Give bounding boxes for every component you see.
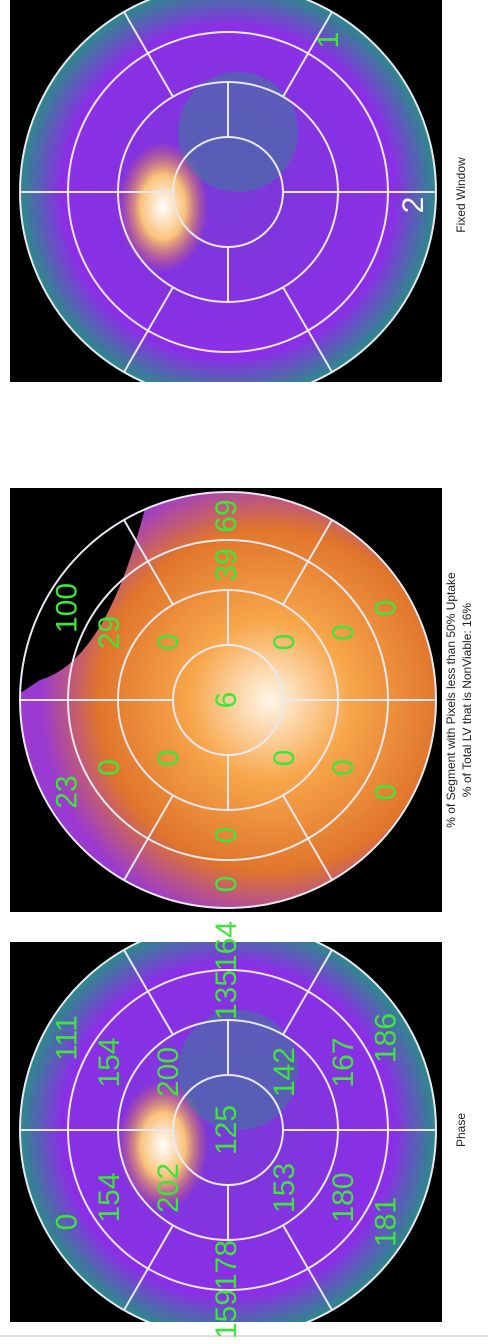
segment-value: 135 [210, 970, 243, 1020]
segment-value: 0 [327, 624, 360, 641]
segment-value: 0 [369, 784, 402, 801]
segment-value: 181 [369, 1197, 402, 1247]
segment-value: 100 [51, 583, 84, 633]
teal-region [178, 1010, 298, 1130]
segment-line [123, 11, 174, 98]
segment-line [123, 286, 174, 373]
perfusion [20, 942, 436, 1322]
segment-line [282, 519, 333, 606]
perfusion [20, 492, 436, 908]
segment-value: 0 [268, 750, 301, 767]
segment-value: 153 [268, 1163, 301, 1213]
teal-region [178, 72, 298, 192]
perfusion [20, 0, 436, 382]
segment-value: 0 [152, 634, 185, 651]
hot-spot [118, 1080, 208, 1210]
map [10, 488, 437, 909]
segment-value: 159 [210, 1289, 243, 1339]
caption: Phase [454, 1113, 468, 1147]
segment-value: 23 [51, 775, 84, 808]
segment-value: 0 [210, 876, 243, 893]
segment-value: 142 [268, 1047, 301, 1097]
segment-line [123, 949, 174, 1036]
segment-value: 0 [268, 634, 301, 651]
segment-value: 0 [210, 827, 243, 844]
segment-value: 0 [93, 759, 126, 776]
segment-line [282, 949, 333, 1036]
polar-map: 12 [10, 0, 442, 382]
map [19, 0, 437, 382]
segment-value: 125 [210, 1105, 243, 1155]
segment-value: 111 [51, 1015, 84, 1061]
caption: % of Total LV that is NonViable: 16% [460, 603, 474, 797]
polar-maps: 0111164186181159154154135167180178202200… [10, 0, 442, 1339]
segment-value: 167 [327, 1037, 360, 1087]
segment-value: 178 [210, 1240, 243, 1290]
segment-label: 2 [397, 197, 430, 214]
segment-label: 1 [312, 32, 345, 49]
segment-line [282, 286, 333, 373]
segment-value: 0 [152, 750, 185, 767]
segment-line [123, 519, 174, 606]
segment-line [123, 1224, 174, 1311]
segment-value: 164 [210, 921, 243, 971]
segment-value: 6 [210, 692, 243, 709]
map [19, 942, 437, 1322]
polar-map: 0 111 164 186 181 159 154 154 135 167 180 178 202 200… [10, 921, 442, 1339]
segment-value: 39 [210, 548, 243, 581]
hot-spot [118, 142, 208, 272]
segment-value: 69 [210, 499, 243, 532]
segment-value: 200 [152, 1047, 185, 1097]
segment-line [282, 1224, 333, 1311]
segment-value: 0 [327, 759, 360, 776]
segment-line [282, 11, 333, 98]
defect [10, 488, 150, 700]
segment-value: 29 [93, 616, 126, 649]
caption: % of Segment with Pixels less than 50% U… [444, 572, 458, 828]
segment-line [282, 794, 333, 881]
segment-value: 0 [51, 1214, 84, 1231]
segment-value: 154 [93, 1172, 126, 1222]
segment-value: 202 [152, 1163, 185, 1213]
segment-value: 186 [369, 1013, 402, 1063]
segment-value: 0 [369, 600, 402, 617]
segment-line [123, 794, 174, 881]
caption: Fixed Window [454, 157, 468, 233]
segment-value: 154 [93, 1037, 126, 1087]
segment-value: 180 [327, 1172, 360, 1222]
